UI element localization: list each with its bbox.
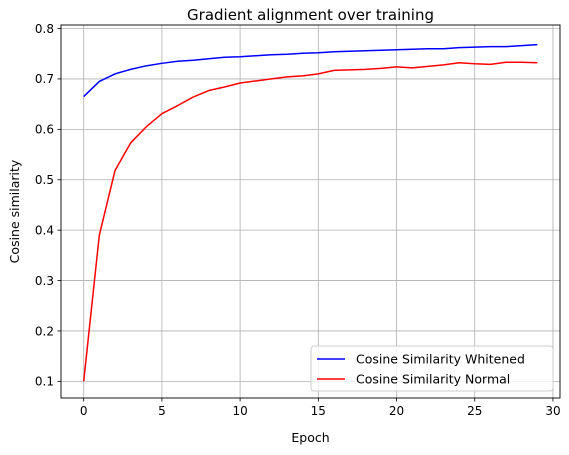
x-tick-label: 30 bbox=[545, 404, 560, 418]
legend-label: Cosine Similarity Normal bbox=[356, 372, 510, 387]
x-tick-label: 0 bbox=[80, 404, 88, 418]
y-tick-label: 0.6 bbox=[35, 123, 54, 137]
y-tick-label: 0.8 bbox=[35, 22, 54, 36]
legend-label: Cosine Similarity Whitened bbox=[356, 352, 525, 367]
chart-title: Gradient alignment over training bbox=[187, 6, 434, 24]
x-tick-label: 10 bbox=[232, 404, 247, 418]
x-tick-label: 20 bbox=[389, 404, 404, 418]
x-axis-label: Epoch bbox=[291, 430, 329, 445]
y-tick-label: 0.2 bbox=[35, 324, 54, 338]
legend: Cosine Similarity Whitened Cosine Similar… bbox=[310, 345, 554, 392]
y-axis-label: Cosine similarity bbox=[7, 159, 22, 263]
y-tick-label: 0.5 bbox=[35, 173, 54, 187]
y-tick-label: 0.7 bbox=[35, 72, 54, 86]
y-tick-label: 0.3 bbox=[35, 274, 54, 288]
series-group bbox=[82, 43, 538, 382]
legend-box bbox=[310, 345, 554, 392]
series-line-0 bbox=[83, 43, 538, 98]
x-tick-label: 5 bbox=[158, 404, 166, 418]
x-tick-label: 25 bbox=[467, 404, 482, 418]
grid bbox=[61, 25, 560, 398]
y-tick-label: 0.1 bbox=[35, 375, 54, 389]
y-axis: 0.1 0.2 0.3 0.4 0.5 0.6 0.7 0.8 bbox=[35, 22, 61, 389]
x-axis: 0 5 10 15 20 25 30 bbox=[80, 398, 561, 418]
y-tick-label: 0.4 bbox=[35, 223, 54, 237]
x-tick-label: 15 bbox=[311, 404, 326, 418]
series-line-1 bbox=[82, 61, 538, 382]
plot-frame bbox=[60, 24, 561, 399]
